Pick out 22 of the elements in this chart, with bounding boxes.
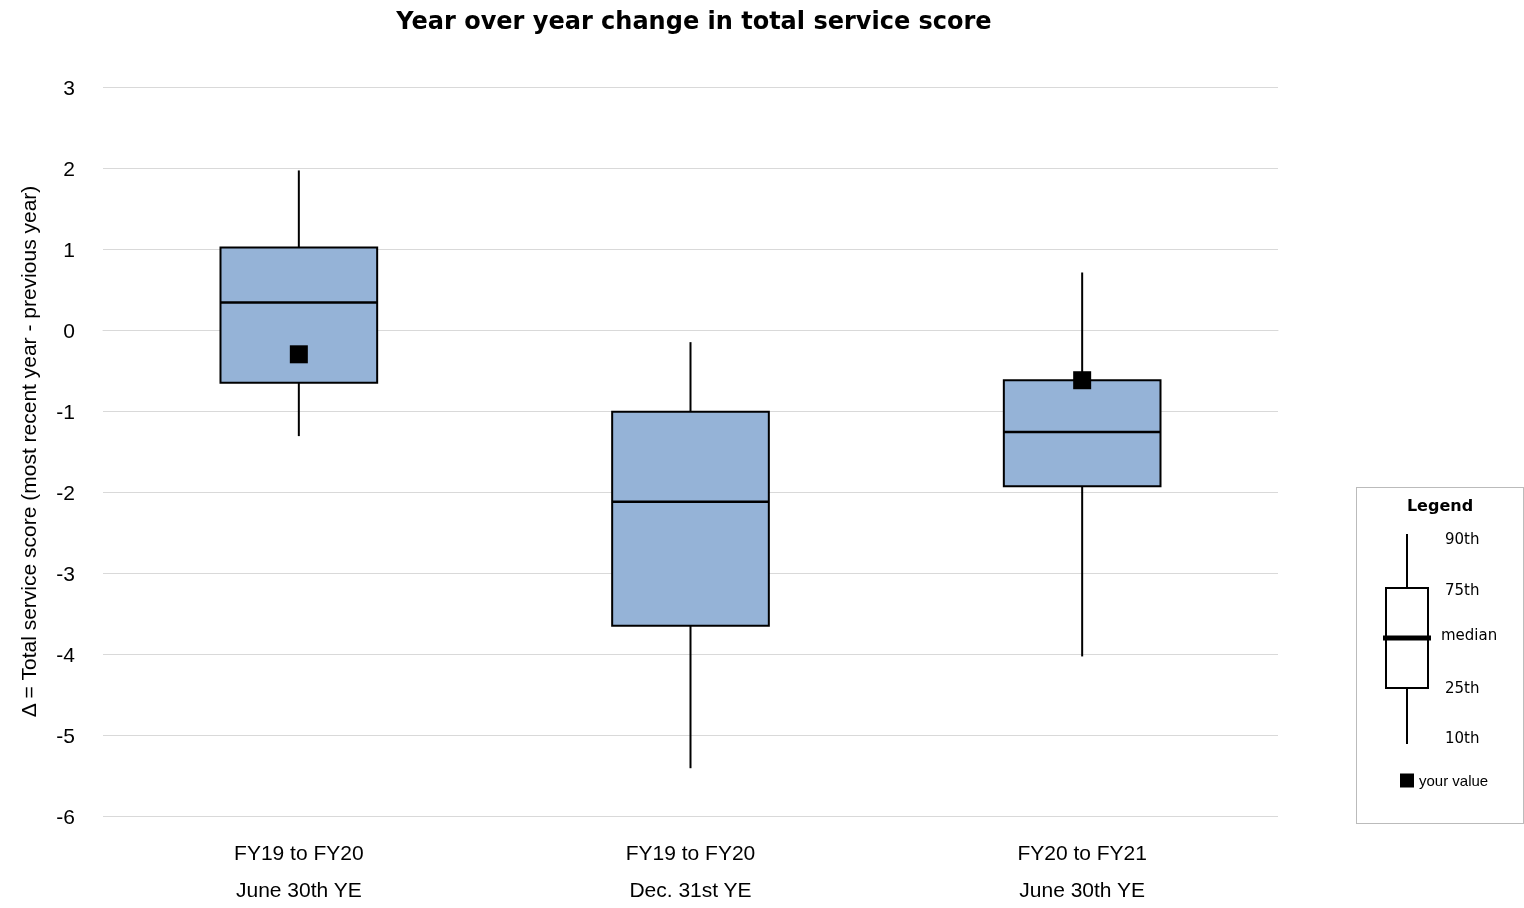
y-tick-label: -6 xyxy=(56,804,75,828)
y-tick-label: 0 xyxy=(63,318,75,342)
legend-title: Legend xyxy=(1405,496,1475,515)
y-tick-label: -2 xyxy=(56,480,75,504)
y-tick-label: -4 xyxy=(56,642,76,666)
legend-label: your value xyxy=(1419,772,1489,789)
y-tick-label: -5 xyxy=(56,723,75,747)
text: 25th xyxy=(1445,679,1480,697)
y-axis-title: Δ = Total service score (most recent year - previous year) xyxy=(17,185,40,718)
x-tick-label: FY19 to FY20 Dec. 31st YE xyxy=(625,841,756,901)
text: 90th xyxy=(1445,530,1480,548)
y-tick-label: -3 xyxy=(56,561,75,585)
text: 75th xyxy=(1445,581,1480,599)
y-tick-label: -1 xyxy=(56,399,75,423)
x-tick-label: FY20 to FY21 June 30th YE xyxy=(1017,841,1147,901)
text: 10th xyxy=(1445,729,1480,747)
chart-title: Year over year change in total service score xyxy=(395,7,992,35)
x-tick-label: FY19 to FY20 June 30th YE xyxy=(234,841,364,901)
y-tick-label: 2 xyxy=(63,156,75,180)
text: median xyxy=(1441,626,1498,644)
y-tick-label: 3 xyxy=(63,75,75,99)
y-tick-label: 1 xyxy=(63,237,75,261)
